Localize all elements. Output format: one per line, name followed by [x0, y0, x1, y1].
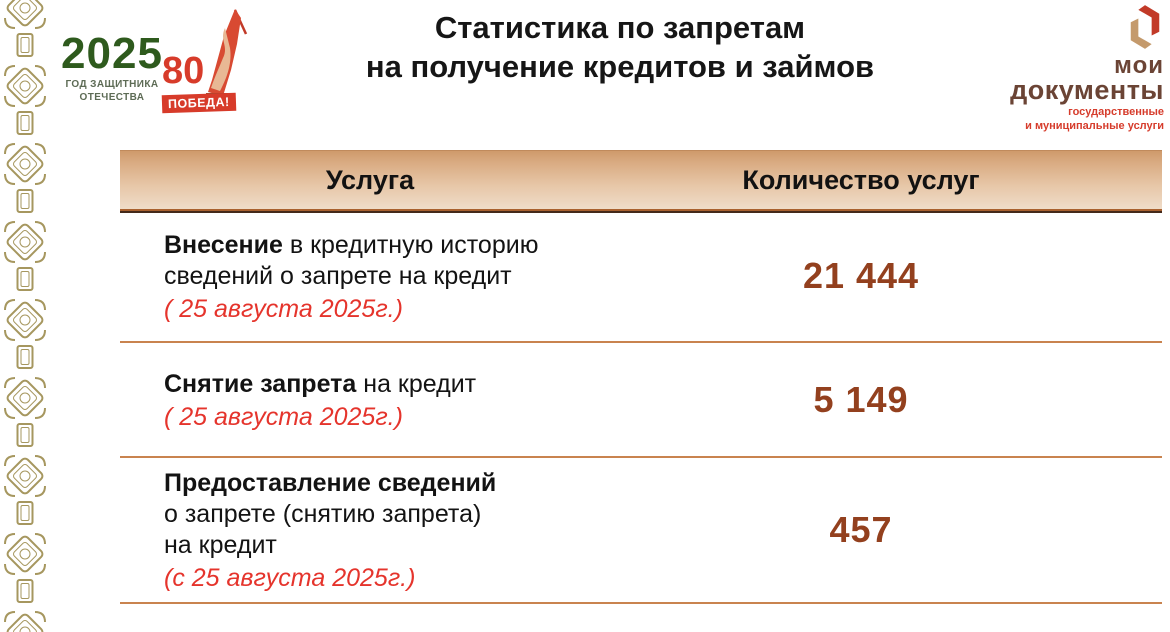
service-description: Снятие запрета на кредит ( 25 августа 202…	[120, 359, 560, 441]
service-date: ( 25 августа 2025г.)	[164, 402, 403, 431]
table-row: Предоставление сведений о запрете (снятию…	[120, 458, 1162, 604]
statistics-table: Услуга Количество услуг Внесение в креди…	[120, 150, 1162, 604]
service-text-line: сведений о запрете на кредит	[164, 261, 512, 290]
page-title-line2: на получение кредитов и займов	[365, 49, 875, 84]
service-text-line: о запрете (снятию запрета)	[164, 500, 482, 528]
service-count-value: 5 149	[813, 378, 909, 420]
service-date: ( 25 августа 2025г.)	[164, 294, 403, 323]
moi-dokumenty-shield-icon	[1130, 5, 1160, 49]
service-date: (с 25 августа 2025г.)	[164, 564, 416, 592]
page-title-line1: Статистика по запретам	[434, 10, 806, 45]
table-header-row: Услуга Количество услуг	[120, 150, 1162, 211]
service-text-line: на кредит	[164, 531, 277, 559]
mfc-title-moi: мои	[1114, 52, 1164, 79]
column-header-service: Услуга	[325, 164, 415, 195]
service-description: Предоставление сведений о запрете (снятию…	[120, 458, 560, 602]
mfc-title-dokumenty: документы	[1010, 75, 1164, 106]
logo-moi-dokumenty: мои документы государственные и муниципа…	[994, 2, 1164, 133]
logo-victory-80: 80 ПОБЕДА!	[160, 6, 248, 120]
service-description: Внесение в кредитную историю сведений о з…	[120, 220, 560, 333]
table-body: Внесение в кредитную историю сведений о з…	[120, 211, 1162, 604]
logo-year-2025: 2025 ГОД ЗАЩИТНИКА ОТЕЧЕСТВА	[60, 32, 164, 104]
table-row: Снятие запрета на кредит ( 25 августа 202…	[120, 343, 1162, 458]
year-2025-number: 2025	[61, 29, 163, 78]
column-header-count: Количество услуг	[742, 164, 980, 195]
page-title: Статистика по запретам на получение кред…	[255, 8, 985, 86]
victory-80-number: 80	[162, 50, 205, 92]
service-text-line: Внесение в кредитную историю	[164, 230, 539, 259]
service-text-line: Предоставление сведений	[164, 469, 497, 497]
table-row: Внесение в кредитную историю сведений о з…	[120, 211, 1162, 343]
ornament-pattern-icon	[4, 0, 46, 632]
mfc-subtitle-line1: государственные	[1068, 105, 1164, 118]
service-count-value: 21 444	[802, 255, 920, 296]
service-text-line: Снятие запрета на кредит	[164, 369, 477, 398]
service-count-value: 457	[829, 509, 893, 550]
ornament-border	[1, 0, 49, 632]
year-2025-caption: ГОД ЗАЩИТНИКА ОТЕЧЕСТВА	[65, 79, 159, 103]
mfc-subtitle-line2: и муниципальные услуги	[1025, 120, 1164, 133]
victory-pobeda-label: ПОБЕДА!	[161, 92, 236, 114]
